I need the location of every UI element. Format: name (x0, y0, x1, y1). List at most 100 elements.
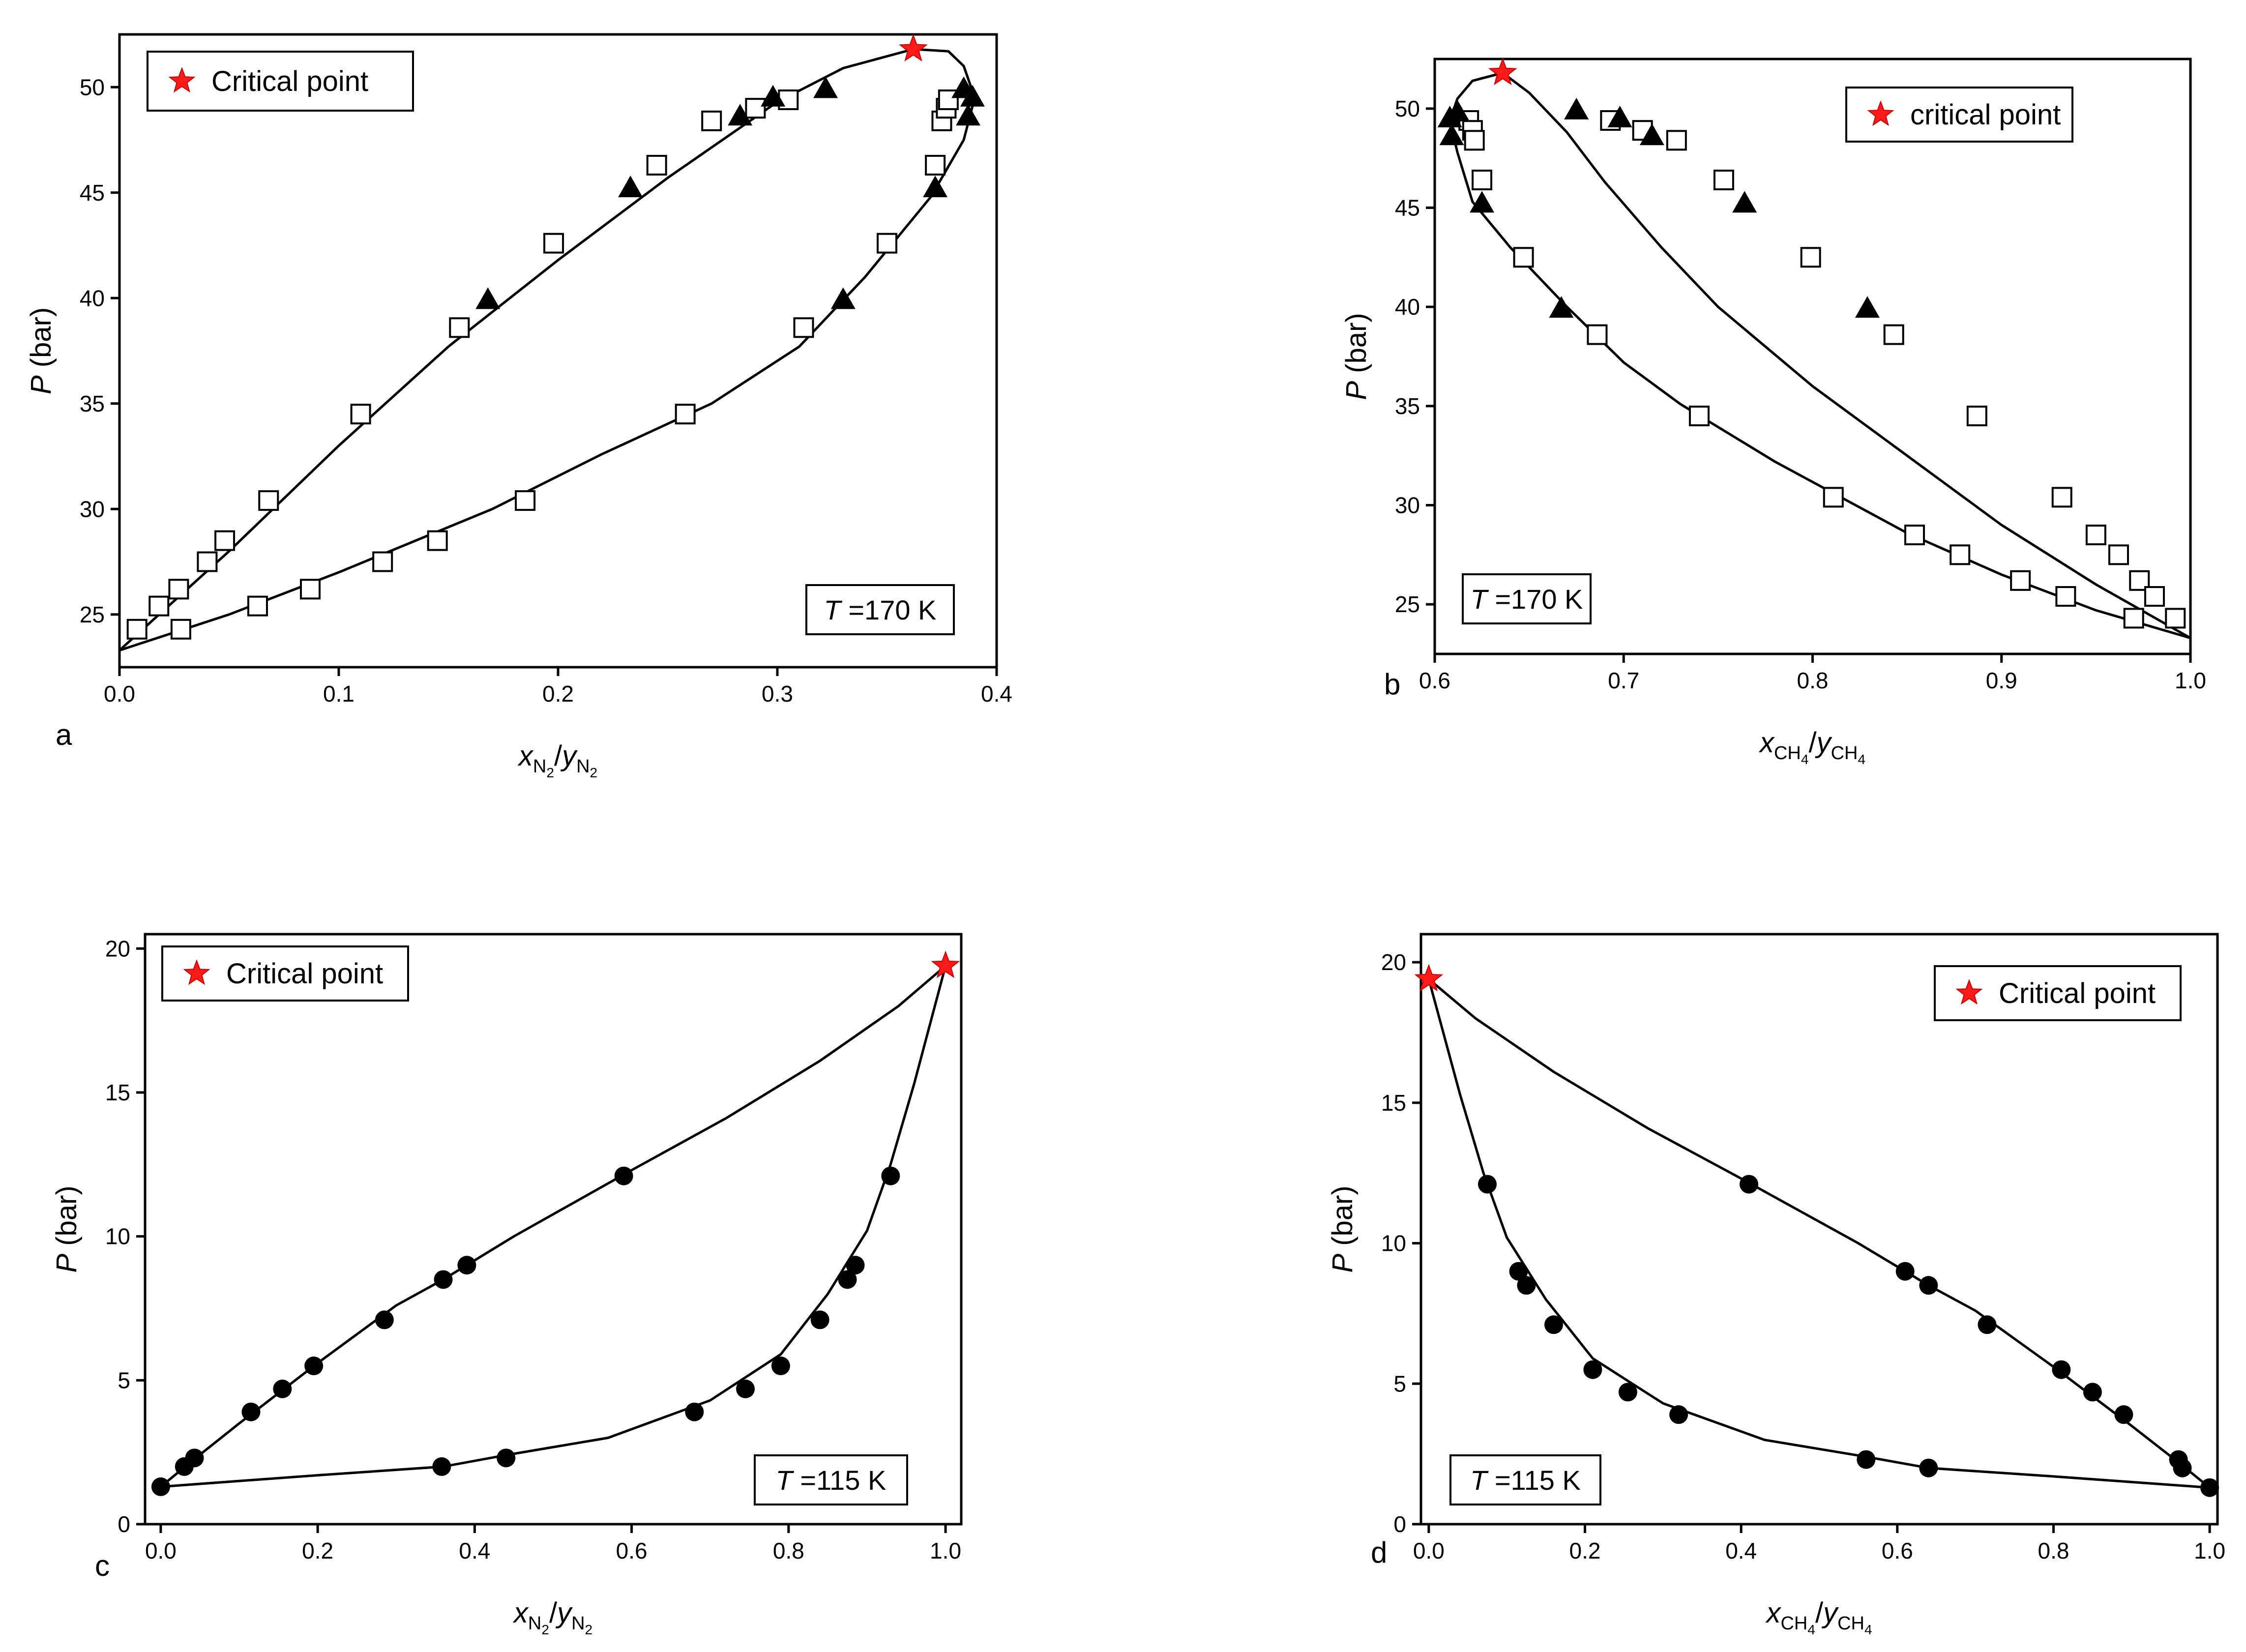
y-tick-label: 10 (105, 1224, 130, 1249)
data-point-triangle (1732, 191, 1757, 213)
plot-frame (118, 33, 998, 669)
data-point-square (214, 530, 236, 551)
data-point-circle (1978, 1315, 1997, 1334)
temperature-label: T =115 K (1470, 1465, 1581, 1496)
x-tick-label: 0.1 (323, 681, 355, 707)
model-curve (1448, 71, 2191, 640)
x-tick-label: 0.3 (762, 681, 793, 707)
data-point-square (427, 530, 448, 551)
data-point-square (350, 404, 371, 425)
data-point-circle (771, 1357, 790, 1376)
data-point-circle (185, 1448, 204, 1468)
data-point-square (197, 551, 218, 572)
y-tick-label: 50 (1395, 96, 1420, 121)
temperature-label: T =170 K (824, 594, 937, 625)
model-curve (118, 48, 976, 652)
data-point-circle (2083, 1383, 2102, 1402)
data-point-triangle (1639, 123, 1664, 146)
y-tick-label: 35 (1395, 393, 1420, 419)
data-point-circle (2114, 1405, 2133, 1424)
x-tick-label: 0.9 (1986, 668, 2017, 693)
temperature-box (1449, 1454, 1601, 1505)
y-tick-label: 35 (80, 391, 105, 416)
critical-point-star (1488, 58, 1517, 86)
y-tick-label: 30 (1395, 493, 1420, 518)
x-tick-label: 0.6 (616, 1538, 648, 1564)
data-point-square (646, 154, 667, 176)
y-tick-label: 5 (1393, 1371, 1406, 1396)
critical-point-star (899, 34, 928, 62)
data-point-circle (273, 1379, 292, 1398)
data-point-triangle (475, 287, 501, 309)
y-tick-label: 20 (1381, 949, 1406, 975)
data-point-circle (838, 1270, 857, 1289)
temperature-box (805, 584, 955, 635)
data-point-circle (241, 1402, 261, 1421)
data-point-circle (736, 1379, 755, 1398)
data-point-circle (614, 1166, 633, 1185)
data-point-circle (2052, 1360, 2071, 1379)
y-tick-label: 30 (80, 496, 105, 522)
y-tick-label: 5 (118, 1367, 130, 1393)
data-point-circle (881, 1166, 900, 1185)
data-point-square (1904, 525, 1925, 545)
panel-a-chart: 0.0 0.1 0.2 0.3 0.4 25 30 35 40 45 50 xN2/yN2 P (bar… (25, 33, 1012, 780)
data-point-square (701, 110, 722, 131)
data-point-square (925, 154, 946, 176)
panel-letter: a (56, 718, 72, 751)
data-point-circle (1544, 1315, 1563, 1334)
y-tick-label: 25 (80, 602, 105, 627)
critical-point-star (931, 950, 960, 978)
data-point-circle (846, 1256, 865, 1275)
data-point-circle (1919, 1458, 1938, 1477)
y-tick-label: 45 (1395, 195, 1420, 221)
x-tick-label: 1.0 (2194, 1538, 2225, 1564)
data-point-square (675, 404, 696, 425)
data-point-triangle (956, 104, 981, 126)
data-point-triangle (813, 76, 838, 98)
data-point-circle (1919, 1276, 1938, 1295)
x-axis-title: xCH4/yCH4 (1758, 727, 1865, 767)
data-point-circle (434, 1270, 453, 1289)
y-tick-label: 40 (80, 285, 105, 311)
data-point-square (1464, 130, 1485, 151)
data-point-triangle (618, 176, 643, 198)
y-axis-title: P (bar) (25, 307, 57, 394)
data-point-square (2123, 608, 2144, 629)
model-curve (160, 965, 946, 1488)
x-tick-label: 0.4 (981, 681, 1012, 707)
panel-letter: b (1384, 668, 1400, 701)
data-point-circle (151, 1477, 170, 1496)
plot-frame (1433, 58, 2192, 655)
data-point-square (1713, 170, 1734, 191)
data-point-square (300, 579, 321, 600)
x-tick-label: 1.0 (930, 1538, 961, 1564)
data-point-circle (1583, 1360, 1602, 1379)
data-point-triangle (1855, 296, 1880, 318)
legend-label: critical point (1910, 99, 2061, 131)
data-point-square (1666, 130, 1687, 151)
y-tick-label: 15 (105, 1080, 130, 1105)
x-tick-label: 0.2 (542, 681, 574, 707)
data-point-square (2108, 544, 2129, 565)
panel-letter: d (1371, 1536, 1387, 1569)
data-point-circle (810, 1310, 829, 1329)
temperature-box (754, 1454, 908, 1505)
plot-frame (144, 933, 963, 1526)
model-curve (160, 965, 947, 1488)
data-point-triangle (1607, 106, 1632, 127)
x-tick-label: 0.2 (1569, 1538, 1601, 1564)
legend-label: Critical point (226, 958, 383, 990)
panel-b-chart: 0.6 0.7 0.8 0.9 1.0 25 30 35 40 45 50 xCH4/yCH4 P (b… (1340, 58, 2206, 767)
x-tick-label: 0.6 (1419, 668, 1450, 693)
x-tick-label: 0.2 (302, 1538, 333, 1564)
data-point-square (449, 317, 470, 338)
data-point-triangle (830, 287, 856, 309)
legend-star-icon (183, 959, 210, 985)
data-point-triangle (1549, 296, 1574, 318)
legend-label: Critical point (1999, 977, 2156, 1009)
panel-letter: c (95, 1549, 110, 1582)
x-axis-title: xCH4/yCH4 (1765, 1597, 1872, 1637)
data-point-square (1688, 406, 1710, 426)
x-tick-label: 0.0 (1413, 1538, 1445, 1564)
